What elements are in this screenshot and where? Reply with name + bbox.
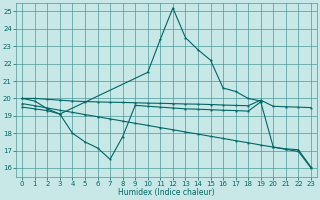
X-axis label: Humidex (Indice chaleur): Humidex (Indice chaleur) [118, 188, 215, 197]
